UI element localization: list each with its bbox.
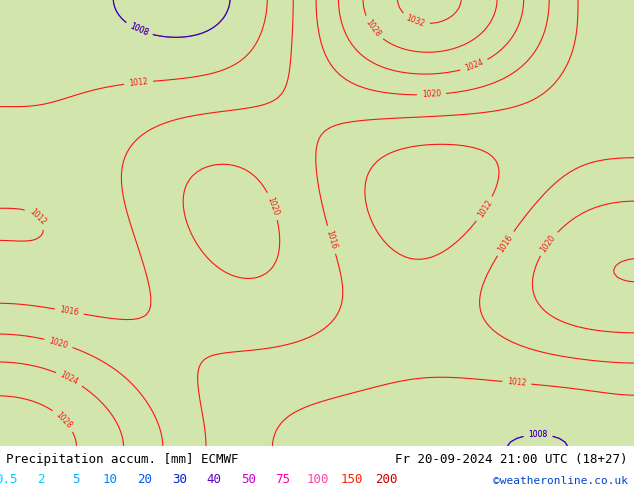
Text: 20: 20 (137, 472, 152, 486)
Text: 1020: 1020 (266, 196, 281, 217)
Text: 1020: 1020 (422, 90, 441, 99)
Text: 2: 2 (37, 472, 44, 486)
Text: 200: 200 (375, 472, 398, 486)
Text: 1016: 1016 (325, 229, 339, 250)
Text: ©weatheronline.co.uk: ©weatheronline.co.uk (493, 476, 628, 486)
Text: 1024: 1024 (463, 58, 485, 74)
Text: 1012: 1012 (129, 77, 148, 88)
Text: 40: 40 (206, 472, 221, 486)
Text: 1016: 1016 (496, 233, 515, 254)
Text: 75: 75 (276, 472, 290, 486)
Text: 1024: 1024 (58, 370, 80, 387)
Text: 1012: 1012 (507, 377, 527, 388)
Text: 1012: 1012 (27, 207, 48, 227)
Text: 1008: 1008 (529, 430, 548, 439)
Text: 1028: 1028 (364, 18, 382, 39)
Text: 1012: 1012 (476, 198, 494, 220)
Text: 1020: 1020 (48, 336, 69, 350)
Text: 10: 10 (103, 472, 117, 486)
Text: Precipitation accum. [mm] ECMWF: Precipitation accum. [mm] ECMWF (6, 453, 239, 466)
Text: 1008: 1008 (128, 22, 150, 38)
Text: 100: 100 (306, 472, 329, 486)
Text: 30: 30 (172, 472, 187, 486)
Text: Fr 20-09-2024 21:00 UTC (18+27): Fr 20-09-2024 21:00 UTC (18+27) (395, 453, 628, 466)
Text: 1008: 1008 (128, 22, 150, 38)
Text: 50: 50 (241, 472, 256, 486)
Text: 1020: 1020 (539, 233, 557, 254)
Text: 1032: 1032 (405, 13, 426, 28)
Text: 0.5: 0.5 (0, 472, 18, 486)
Text: 150: 150 (341, 472, 363, 486)
Text: 1028: 1028 (54, 410, 74, 430)
Text: 1008: 1008 (529, 430, 548, 439)
Text: 5: 5 (72, 472, 79, 486)
Text: 1016: 1016 (59, 305, 79, 318)
